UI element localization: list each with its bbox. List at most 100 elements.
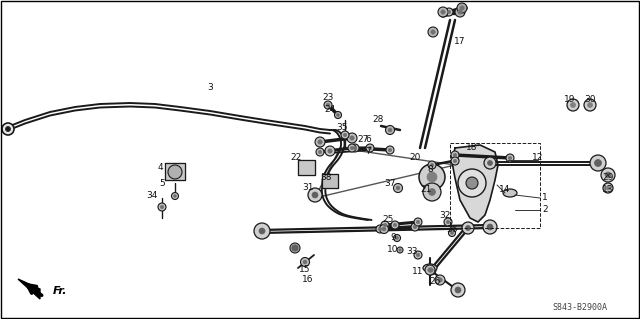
Circle shape — [430, 163, 434, 167]
Polygon shape — [165, 163, 185, 180]
Circle shape — [438, 7, 448, 17]
Circle shape — [429, 189, 435, 196]
Circle shape — [326, 103, 330, 107]
Circle shape — [466, 177, 478, 189]
Circle shape — [312, 192, 318, 198]
Text: 13: 13 — [602, 186, 614, 195]
Circle shape — [391, 221, 399, 229]
Text: 7: 7 — [365, 147, 371, 157]
Circle shape — [423, 183, 441, 201]
Circle shape — [326, 147, 334, 155]
Text: 12: 12 — [532, 153, 544, 162]
Circle shape — [458, 10, 462, 14]
Text: 22: 22 — [291, 153, 301, 162]
Circle shape — [603, 183, 613, 193]
Text: 18: 18 — [467, 144, 477, 152]
Text: 8: 8 — [427, 166, 433, 174]
Polygon shape — [322, 174, 338, 188]
Text: 6: 6 — [365, 136, 371, 145]
Text: 28: 28 — [372, 115, 384, 124]
Circle shape — [446, 220, 450, 224]
Circle shape — [366, 144, 374, 152]
Circle shape — [451, 231, 454, 234]
Circle shape — [427, 172, 437, 182]
Text: 15: 15 — [300, 265, 311, 275]
Text: 29: 29 — [602, 174, 614, 182]
Circle shape — [292, 245, 298, 251]
Circle shape — [290, 243, 300, 253]
Circle shape — [388, 148, 392, 152]
Circle shape — [341, 131, 349, 139]
Text: 10: 10 — [387, 246, 399, 255]
Circle shape — [413, 225, 417, 229]
Text: 21: 21 — [420, 186, 432, 195]
Circle shape — [383, 223, 387, 227]
Circle shape — [431, 30, 435, 34]
Circle shape — [601, 168, 615, 182]
Text: 2: 2 — [542, 205, 548, 214]
Text: 36: 36 — [446, 226, 458, 234]
Circle shape — [350, 146, 354, 150]
Text: Fr.: Fr. — [53, 286, 67, 296]
Circle shape — [368, 146, 372, 150]
Text: 17: 17 — [454, 38, 466, 47]
Circle shape — [376, 225, 384, 233]
Circle shape — [353, 146, 357, 150]
Text: 9: 9 — [390, 233, 396, 241]
Circle shape — [315, 137, 325, 147]
Circle shape — [411, 223, 419, 231]
Circle shape — [453, 153, 457, 157]
Bar — [450, 143, 540, 228]
Text: 14: 14 — [499, 186, 511, 195]
Circle shape — [394, 183, 403, 192]
Circle shape — [382, 227, 386, 231]
Circle shape — [318, 140, 322, 144]
Circle shape — [348, 144, 356, 152]
Circle shape — [425, 265, 435, 275]
Text: 38: 38 — [320, 173, 332, 182]
Circle shape — [380, 225, 388, 234]
Circle shape — [438, 278, 442, 282]
Circle shape — [445, 8, 453, 16]
Circle shape — [316, 148, 324, 156]
Circle shape — [435, 275, 445, 285]
Text: 30: 30 — [584, 95, 596, 105]
Text: 32: 32 — [439, 211, 451, 219]
Circle shape — [394, 234, 401, 241]
Circle shape — [419, 164, 445, 190]
Circle shape — [343, 133, 347, 137]
Circle shape — [447, 10, 451, 14]
Circle shape — [441, 10, 445, 14]
Circle shape — [328, 149, 332, 153]
Text: 20: 20 — [410, 153, 420, 162]
Circle shape — [396, 236, 399, 240]
Circle shape — [254, 223, 270, 239]
Circle shape — [595, 160, 602, 167]
Circle shape — [328, 149, 332, 153]
Circle shape — [337, 114, 340, 116]
Circle shape — [385, 125, 394, 135]
Ellipse shape — [503, 189, 517, 197]
Circle shape — [350, 136, 354, 140]
Text: 24: 24 — [324, 106, 335, 115]
Circle shape — [606, 186, 610, 190]
Text: 31: 31 — [302, 183, 314, 192]
Circle shape — [428, 27, 438, 37]
Circle shape — [483, 220, 497, 234]
Text: 27: 27 — [357, 136, 369, 145]
Text: 33: 33 — [406, 248, 418, 256]
Circle shape — [168, 165, 182, 179]
Circle shape — [158, 203, 166, 211]
Circle shape — [388, 128, 392, 132]
Circle shape — [455, 287, 461, 293]
Circle shape — [508, 156, 512, 160]
Circle shape — [428, 268, 432, 272]
Text: S843-B2900A: S843-B2900A — [552, 302, 607, 311]
Text: 11: 11 — [412, 268, 424, 277]
Circle shape — [386, 146, 394, 154]
Circle shape — [324, 101, 332, 109]
Ellipse shape — [423, 264, 437, 272]
Circle shape — [584, 99, 596, 111]
Text: 16: 16 — [302, 276, 314, 285]
Circle shape — [396, 186, 400, 190]
